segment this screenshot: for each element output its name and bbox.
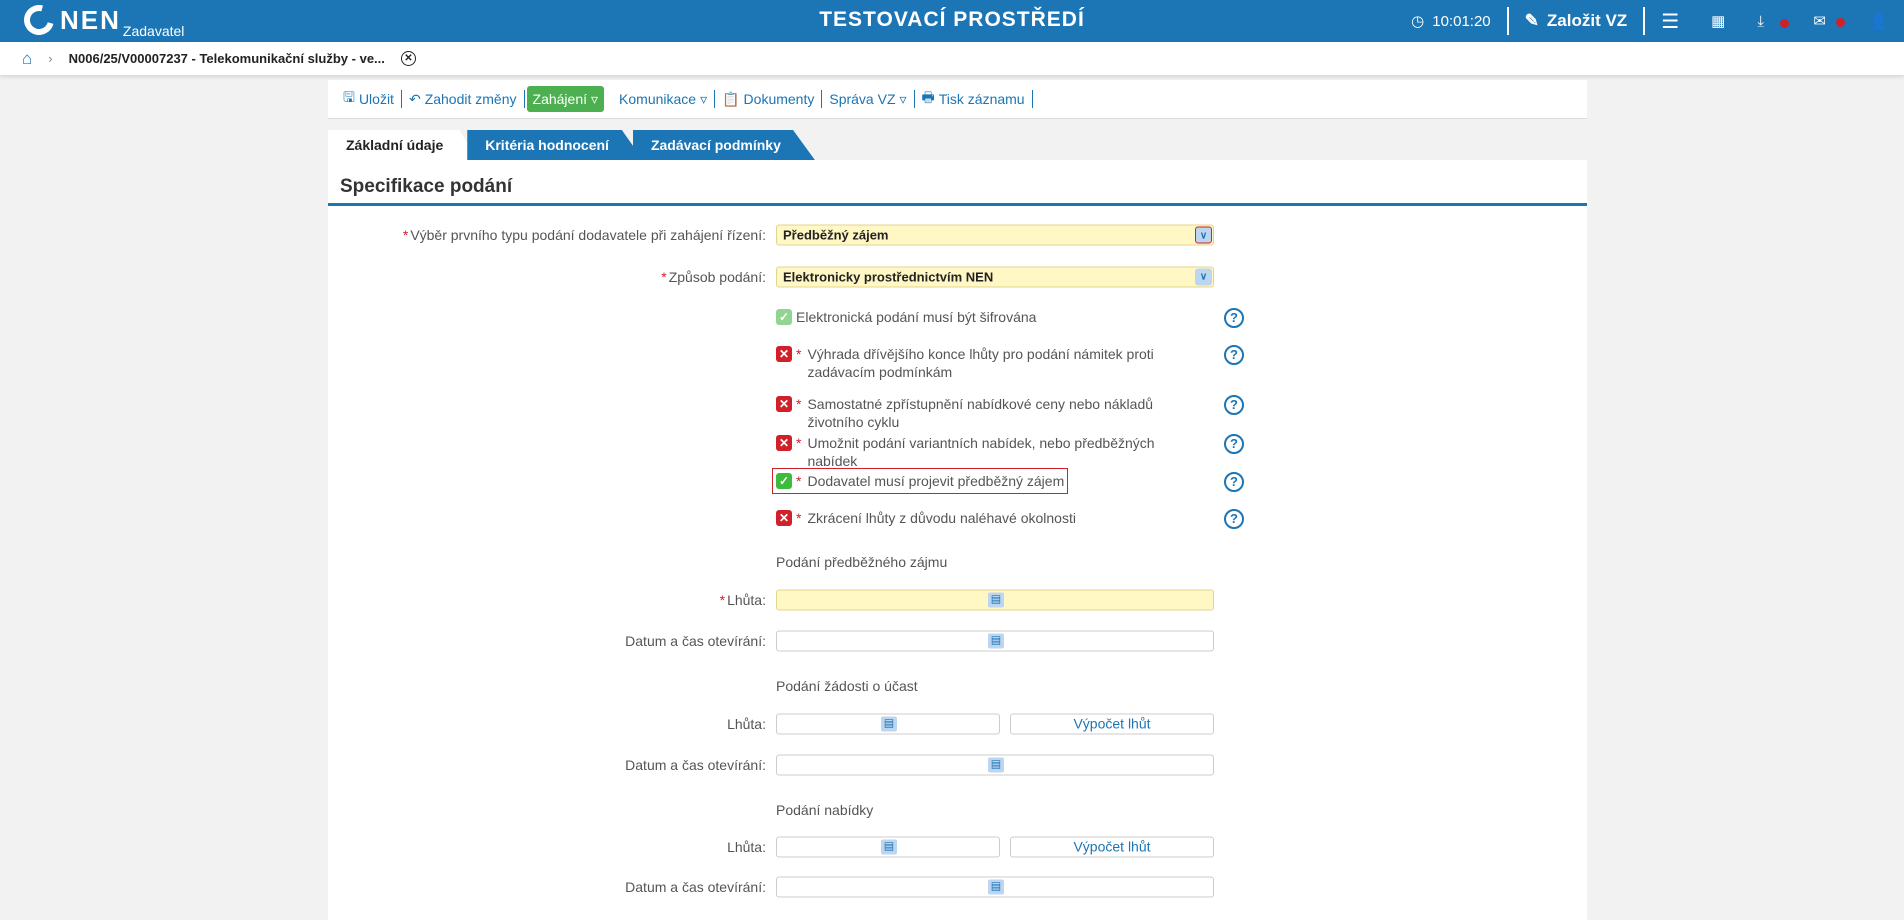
printer-icon: 🖶	[921, 89, 935, 105]
participation-deadline-input[interactable]: ▤	[776, 713, 1000, 735]
help-icon[interactable]: ?	[1224, 345, 1244, 365]
help-icon[interactable]: ?	[1224, 308, 1244, 328]
manage-vz-menu-button[interactable]: Správa VZ ▿	[822, 90, 915, 108]
subsection-heading: Podání nabídky	[776, 802, 874, 818]
first-type-select[interactable]: Předběžný zájem ∨	[776, 224, 1214, 246]
checkbox-urgent-shortening[interactable]: ✕ * Zkrácení lhůty z důvodu naléhavé okoln…	[776, 509, 1196, 527]
app-header: NEN Zadavatel TESTOVACÍ PROSTŘEDÍ ◷ 10:01:…	[0, 0, 1904, 42]
divider	[1643, 7, 1646, 35]
checkbox-preliminary-interest[interactable]: ✓ * Dodavatel musí projevit předběžný záje…	[771, 468, 1069, 494]
clock-icon: ◷	[1411, 13, 1425, 30]
chevron-down-icon[interactable]: ∨	[1195, 268, 1212, 286]
bid-opening-input[interactable]: ▤	[776, 876, 1214, 898]
cross-icon: ✕	[776, 346, 792, 362]
user-icon[interactable]: 👤	[1869, 13, 1888, 30]
section-title: Specifikace podání	[340, 176, 513, 197]
calculate-deadlines-button[interactable]: Výpočet lhůt	[1010, 713, 1214, 735]
environment-title: TESTOVACÍ PROSTŘEDÍ	[819, 8, 1085, 31]
chevron-down-icon[interactable]: ∨	[1195, 226, 1212, 244]
cross-icon: ✕	[776, 510, 792, 526]
submission-method-select[interactable]: Elektronicky prostřednictvím NEN ∨	[776, 266, 1214, 288]
download-icon[interactable]: ⤓	[1741, 13, 1797, 30]
chevron-right-icon: ›	[48, 51, 53, 66]
mail-icon[interactable]: ✉	[1797, 12, 1853, 30]
help-icon[interactable]: ?	[1224, 472, 1244, 492]
bid-deadline-input[interactable]: ▤	[776, 836, 1000, 858]
deadline-label: Lhůta:	[727, 839, 766, 855]
calendar-icon[interactable]: ▤	[881, 716, 897, 732]
cross-icon: ✕	[776, 396, 792, 412]
check-icon: ✓	[776, 473, 792, 489]
help-icon[interactable]: ?	[1224, 509, 1244, 529]
save-button[interactable]: 🖫 Uložit	[336, 89, 402, 108]
calendar-icon[interactable]: ▤	[988, 592, 1004, 608]
method-label: * Způsob podání:	[661, 269, 766, 285]
opening-label: Datum a čas otevírání:	[625, 633, 766, 649]
tab-basic-info[interactable]: Základní údaje	[328, 130, 478, 160]
session-timer: ◷ 10:01:20	[1411, 12, 1491, 31]
create-vz-button[interactable]: ✎ Založit VZ	[1524, 11, 1628, 30]
participation-opening-input[interactable]: ▤	[776, 754, 1214, 776]
undo-icon: ↶	[408, 90, 421, 107]
cross-icon: ✕	[776, 435, 792, 451]
save-icon: 🖫	[343, 89, 355, 105]
clipboard-icon: 📋	[722, 90, 740, 107]
deadline-label: Lhůta:	[727, 716, 766, 732]
deadline-label: * Lhůta:	[719, 592, 766, 608]
opening-label: Datum a čas otevírání:	[625, 879, 766, 895]
notification-dot	[1836, 18, 1846, 27]
print-record-button[interactable]: 🖶 Tisk záznamu	[915, 89, 1033, 108]
calendar-icon[interactable]: ▦	[1711, 13, 1726, 30]
preliminary-opening-input[interactable]: ▤	[776, 630, 1214, 652]
tab-evaluation-criteria[interactable]: Kritéria hodnocení	[467, 130, 643, 160]
opening-label: Datum a čas otevírání:	[625, 757, 766, 773]
divider	[328, 203, 1587, 206]
help-icon[interactable]: ?	[1224, 395, 1244, 415]
breadcrumb-item[interactable]: N006/25/V00007237 - Telekomunikační služ…	[68, 51, 385, 66]
checkbox-variant-bids[interactable]: ✕ * Umožnit podání variantních nabídek, ne…	[776, 434, 1196, 470]
triangle-down-icon: ▿	[700, 90, 708, 107]
preliminary-deadline-input[interactable]: ▤	[776, 589, 1214, 611]
calendar-icon[interactable]: ▤	[988, 879, 1004, 895]
tab-tender-conditions[interactable]: Zadávací podmínky	[632, 130, 815, 160]
breadcrumb: ⌂ › N006/25/V00007237 - Telekomunikační …	[0, 42, 1904, 75]
documents-button[interactable]: 📋 Dokumenty	[715, 90, 823, 108]
subsection-heading: Podání žádosti o účast	[776, 678, 918, 694]
checkbox-objection-deadline[interactable]: ✕ * Výhrada dřívějšího konce lhůty pro pod…	[776, 345, 1196, 381]
divider	[1506, 7, 1509, 35]
calendar-icon[interactable]: ▤	[988, 757, 1004, 773]
calculate-deadlines-button[interactable]: Výpočet lhůt	[1010, 836, 1214, 858]
start-menu-button[interactable]: Zahájení ▿	[526, 86, 605, 112]
triangle-down-icon: ▿	[591, 90, 599, 107]
calendar-icon[interactable]: ▤	[988, 633, 1004, 649]
help-icon[interactable]: ?	[1224, 434, 1244, 454]
nen-logo[interactable]: NEN Zadavatel	[18, 0, 184, 41]
triangle-down-icon: ▿	[899, 90, 907, 107]
communication-menu-button[interactable]: Komunikace ▿	[612, 90, 716, 108]
tab-bar: Základní údaje Kritéria hodnocení Zadáva…	[328, 130, 815, 160]
check-icon: ✓	[776, 309, 792, 325]
home-icon[interactable]: ⌂	[22, 48, 33, 68]
subsection-heading: Podání předběžného zájmu	[776, 554, 948, 570]
checkbox-encrypted[interactable]: ✓ Elektronická podání musí být šifrována	[776, 308, 1196, 326]
discard-changes-button[interactable]: ↶ Zahodit změny	[402, 90, 525, 108]
toolbar: 🖫 Uložit ↶ Zahodit změny Zahájení ▿ Komunik…	[328, 80, 1587, 119]
checkbox-separate-price[interactable]: ✕ * Samostatné zpřístupnění nabídkové ceny…	[776, 395, 1196, 431]
edit-icon: ✎	[1524, 11, 1539, 30]
calendar-icon[interactable]: ▤	[881, 839, 897, 855]
menu-icon[interactable]: ☰	[1661, 10, 1680, 33]
close-icon[interactable]: ✕	[400, 51, 416, 66]
first-type-label: * Výběr prvního typu podání dodavatele př…	[402, 227, 766, 243]
notification-dot	[1780, 18, 1790, 28]
